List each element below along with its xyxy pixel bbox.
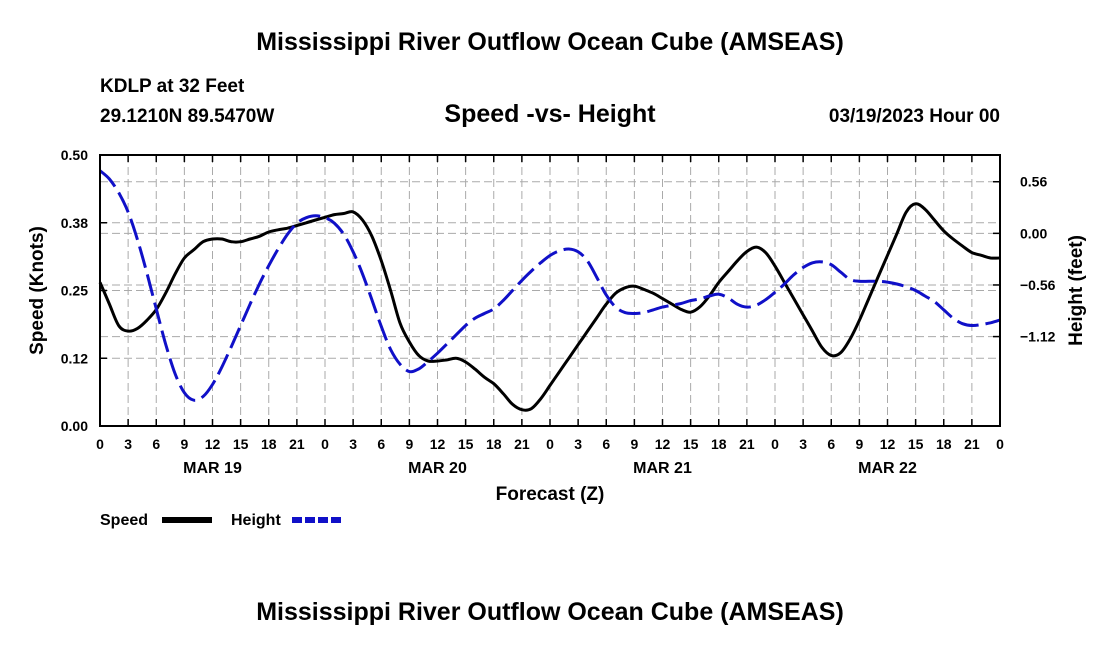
left-tick-label: 0.25 <box>61 283 88 299</box>
chart-subtitle: Speed -vs- Height <box>444 100 656 128</box>
legend-height-label: Height <box>231 512 281 529</box>
footer-title: Mississippi River Outflow Ocean Cube (AM… <box>256 598 844 626</box>
x-tick-label: 12 <box>430 436 446 452</box>
left-tick-label: 0.38 <box>61 215 88 231</box>
x-tick-label: 9 <box>405 436 413 452</box>
x-tick-label: 3 <box>124 436 132 452</box>
x-tick-label: 3 <box>349 436 357 452</box>
x-tick-label: 18 <box>261 436 277 452</box>
x-tick-label: 15 <box>908 436 924 452</box>
x-date-label: MAR 19 <box>183 460 242 477</box>
coordinates-label: 29.1210N 89.5470W <box>100 106 275 127</box>
x-tick-label: 9 <box>855 436 863 452</box>
x-tick-label: 18 <box>936 436 952 452</box>
x-tick-label: 9 <box>180 436 188 452</box>
x-tick-label: 21 <box>289 436 305 452</box>
chart-legend: Speed Height <box>100 512 342 529</box>
x-tick-label: 0 <box>546 436 554 452</box>
right-tick-label: −0.56 <box>1020 277 1056 293</box>
x-date-label: MAR 21 <box>633 460 692 477</box>
speed-series-line <box>98 202 1001 412</box>
left-axis-ticks: 0.00 0.12 0.25 0.38 0.50 <box>61 147 107 434</box>
forecast-datetime: 03/19/2023 Hour 00 <box>828 106 1000 127</box>
x-tick-label: 3 <box>799 436 807 452</box>
station-label: KDLP at 32 Feet <box>100 76 245 97</box>
chart-series <box>98 169 1001 412</box>
x-tick-label: 0 <box>96 436 104 452</box>
x-tick-label: 15 <box>683 436 699 452</box>
x-date-label: MAR 22 <box>858 460 917 477</box>
x-tick-label: 0 <box>771 436 779 452</box>
right-axis-label: Height (feet) <box>1066 235 1087 346</box>
x-axis-label: Forecast (Z) <box>496 484 605 505</box>
x-tick-label: 6 <box>602 436 610 452</box>
legend-speed-label: Speed <box>100 512 148 529</box>
chart-main-title: Mississippi River Outflow Ocean Cube (AM… <box>256 28 844 56</box>
plot-frame <box>99 154 1001 427</box>
x-tick-label: 3 <box>574 436 582 452</box>
x-tick-label: 6 <box>827 436 835 452</box>
x-tick-label: 18 <box>711 436 727 452</box>
x-tick-label: 0 <box>321 436 329 452</box>
x-date-label: MAR 20 <box>408 460 467 477</box>
left-tick-label: 0.00 <box>61 418 88 434</box>
right-tick-label: 0.56 <box>1020 174 1047 190</box>
x-tick-label: 12 <box>205 436 221 452</box>
right-axis-ticks: −1.12 −0.56 0.00 0.56 <box>993 174 1056 345</box>
x-axis-ticks: 0 3 6 9 12 15 18 21 0 3 6 9 12 15 18 21 0 3 6 9 12 15 18 21 0 3 6 9… <box>96 155 1004 477</box>
left-axis-label: Speed (Knots) <box>27 226 48 355</box>
left-tick-label: 0.12 <box>61 350 88 366</box>
x-tick-label: 15 <box>233 436 249 452</box>
x-tick-label: 6 <box>377 436 385 452</box>
x-tick-label: 21 <box>964 436 980 452</box>
x-tick-label: 0 <box>996 436 1004 452</box>
x-tick-label: 6 <box>152 436 160 452</box>
right-tick-label: 0.00 <box>1020 225 1047 241</box>
height-series-line <box>99 169 1001 402</box>
x-tick-label: 21 <box>514 436 530 452</box>
x-tick-label: 12 <box>655 436 671 452</box>
x-tick-label: 18 <box>486 436 502 452</box>
x-tick-label: 21 <box>739 436 755 452</box>
x-tick-label: 9 <box>630 436 638 452</box>
right-tick-label: −1.12 <box>1020 329 1056 345</box>
x-tick-label: 12 <box>880 436 896 452</box>
x-tick-label: 15 <box>458 436 474 452</box>
left-tick-label: 0.50 <box>61 147 88 163</box>
